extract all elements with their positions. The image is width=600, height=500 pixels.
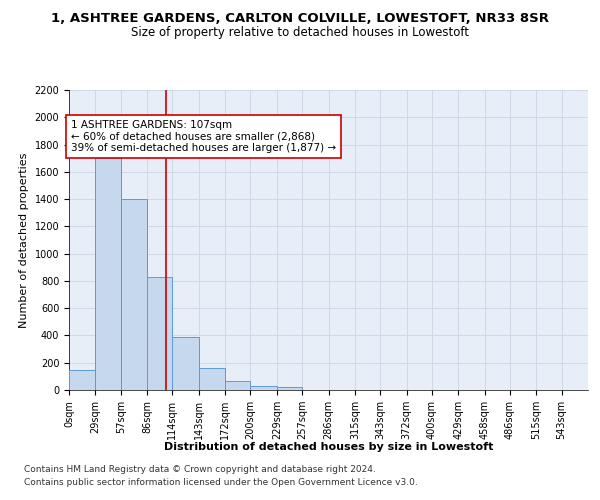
Text: Contains public sector information licensed under the Open Government Licence v3: Contains public sector information licen… [24, 478, 418, 487]
Text: 1, ASHTREE GARDENS, CARLTON COLVILLE, LOWESTOFT, NR33 8SR: 1, ASHTREE GARDENS, CARLTON COLVILLE, LO… [51, 12, 549, 26]
Text: Size of property relative to detached houses in Lowestoft: Size of property relative to detached ho… [131, 26, 469, 39]
Text: Contains HM Land Registry data © Crown copyright and database right 2024.: Contains HM Land Registry data © Crown c… [24, 466, 376, 474]
Bar [225, 381, 250, 390]
Text: Distribution of detached houses by size in Lowestoft: Distribution of detached houses by size … [164, 442, 493, 452]
Bar [199, 368, 225, 390]
Bar [121, 199, 147, 390]
Text: 1 ASHTREE GARDENS: 107sqm
← 60% of detached houses are smaller (2,868)
39% of se: 1 ASHTREE GARDENS: 107sqm ← 60% of detac… [71, 120, 336, 153]
Bar [172, 337, 199, 390]
Bar [95, 158, 121, 390]
Y-axis label: Number of detached properties: Number of detached properties [19, 152, 29, 328]
Bar [250, 386, 277, 390]
Bar [147, 277, 172, 390]
Bar [277, 386, 302, 390]
Bar [69, 370, 95, 390]
